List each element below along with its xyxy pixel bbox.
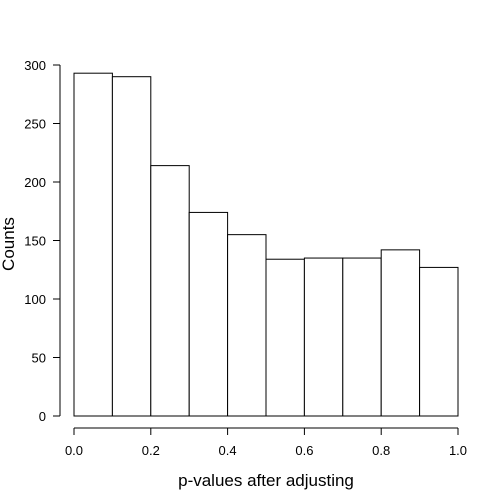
x-tick-label: 1.0 [449, 443, 467, 458]
x-tick-label: 0.0 [65, 443, 83, 458]
histogram-bar-5 [265, 258, 305, 417]
y-axis-title: Counts [0, 217, 18, 271]
y-axis: 0 50 100 150 200 250 300 [24, 58, 61, 424]
histogram-bar-4 [227, 234, 267, 417]
y-tick-label: 50 [32, 351, 46, 366]
x-tick-label: 0.8 [372, 443, 390, 458]
histogram-bar-7 [342, 257, 382, 417]
histogram-bar-3 [188, 211, 229, 417]
histogram-bar-0 [73, 72, 113, 417]
histogram-bar-9 [419, 266, 459, 417]
x-tick-label: 0.4 [219, 443, 237, 458]
histogram-bar-2 [150, 165, 190, 417]
y-tick-label: 300 [24, 58, 46, 73]
y-tick-label: 250 [24, 117, 46, 132]
y-tick-label: 100 [24, 292, 46, 307]
histogram-bar-8 [380, 249, 421, 417]
x-axis: 0.0 0.2 0.4 0.6 0.8 1.0 [65, 427, 467, 458]
x-axis-title: p-values after adjusting [178, 471, 354, 490]
y-tick-label: 0 [39, 409, 46, 424]
histogram-bar-1 [111, 76, 152, 417]
y-tick-label: 150 [24, 234, 46, 249]
histogram-bar-6 [303, 257, 344, 417]
x-tick-label: 0.6 [295, 443, 313, 458]
y-tick-label: 200 [24, 175, 46, 190]
histogram-bars [73, 72, 459, 417]
x-tick-label: 0.2 [142, 443, 160, 458]
